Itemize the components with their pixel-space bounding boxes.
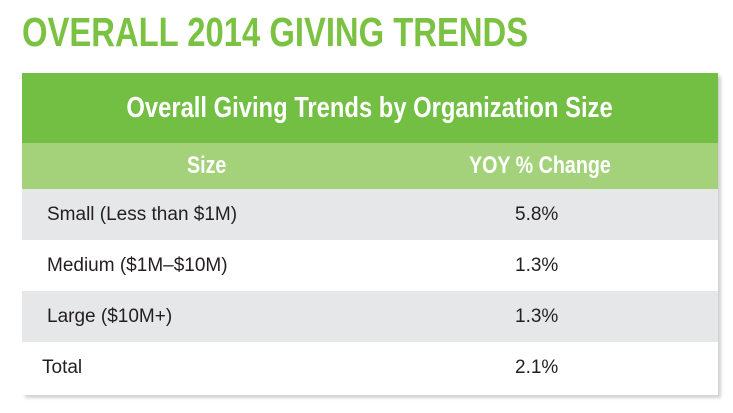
row-size-label: Small (Less than $1M) [47, 203, 238, 225]
total-yoy-value: 2.1% [515, 356, 559, 378]
table-row: Medium ($1M–$10M) 1.3% [22, 240, 718, 291]
row-yoy-value: 1.3% [515, 254, 559, 276]
column-header-size: Size [187, 152, 227, 179]
table-row: Large ($10M+) 1.3% [22, 291, 718, 342]
table-total-row: Total 2.1% [22, 342, 718, 393]
row-yoy-value: 5.8% [515, 203, 559, 225]
table-row: Small (Less than $1M) 5.8% [22, 189, 718, 240]
table-title-bar: Overall Giving Trends by Organization Si… [22, 73, 718, 143]
column-header-yoy-change: YOY % Change [469, 152, 611, 179]
row-size-label: Large ($10M+) [47, 305, 173, 327]
table-header-row: Size YOY % Change [22, 143, 718, 189]
row-size-label: Medium ($1M–$10M) [47, 254, 228, 276]
total-label: Total [42, 356, 83, 378]
giving-trends-table: Overall Giving Trends by Organization Si… [22, 73, 718, 395]
page-heading: OVERALL 2014 GIVING TRENDS [22, 9, 529, 55]
row-yoy-value: 1.3% [515, 305, 559, 327]
table-title: Overall Giving Trends by Organization Si… [126, 91, 614, 124]
